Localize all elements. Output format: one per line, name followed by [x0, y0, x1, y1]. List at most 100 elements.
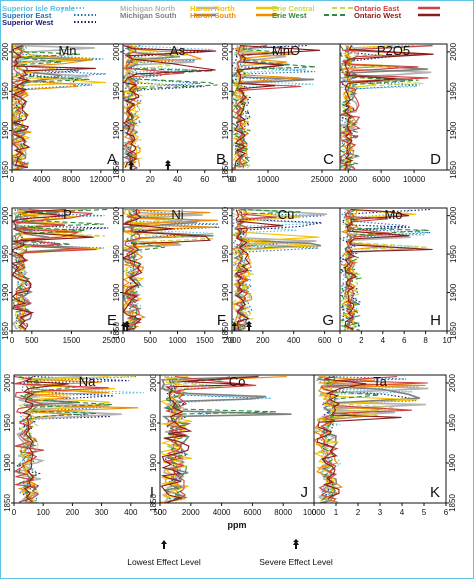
y-tick-label: 1950 [449, 82, 458, 100]
series-line [12, 45, 29, 170]
series-line [14, 376, 109, 503]
legend-label: Ontario East [354, 4, 400, 13]
series-line [16, 376, 136, 503]
series-line [237, 208, 301, 331]
x-tick-label: 2000 [182, 508, 200, 517]
series-group [14, 375, 145, 503]
x-tick-label: 10000 [257, 175, 280, 184]
series-group [160, 375, 292, 503]
series-line [314, 376, 420, 500]
y-tick-label: 2000 [221, 42, 230, 60]
legend-entry: Huron North [190, 4, 278, 13]
y-tick-label: 1950 [3, 414, 12, 432]
lowest-effect-marker [128, 161, 135, 170]
series-line [316, 376, 402, 500]
x-tick-label: 4 [381, 336, 386, 345]
x-tick-label: 1500 [63, 336, 81, 345]
x-tick-label: 8000 [274, 508, 292, 517]
y-tick-label: 1950 [221, 82, 230, 100]
panel-title: Mn [58, 43, 76, 58]
x-tick-label: 2500 [102, 336, 120, 345]
plot-frame [339, 207, 448, 332]
legend-label: Huron South [190, 11, 236, 20]
x-tick-label: 0 [158, 508, 163, 517]
series-line [319, 376, 380, 502]
y-tick-label: 1900 [3, 454, 12, 472]
panel-letter: K [430, 484, 440, 501]
x-tick-label: 4000 [213, 508, 231, 517]
panel-letter: H [430, 312, 441, 329]
y-tick-label: 1900 [1, 283, 10, 301]
y-tick-label: 2000 [449, 206, 458, 224]
y-tick-label: 1850 [449, 161, 458, 179]
x-tick-label: 0 [10, 336, 15, 345]
y-tick-label: 1950 [221, 245, 230, 263]
series-line [233, 45, 320, 170]
y-tick-label: 2000 [448, 374, 457, 392]
series-line [160, 376, 258, 503]
effect-level-legend: Lowest Effect Level Severe Effect Level [127, 539, 333, 567]
series-line [345, 209, 392, 329]
legend-entry: Superior Isle Royale [2, 4, 84, 13]
x-tick-label: 200 [66, 508, 80, 517]
x-tick-label: 2 [356, 508, 361, 517]
x-tick-label: 20 [146, 175, 155, 184]
series-line [123, 209, 142, 330]
series-line [162, 376, 277, 502]
panel-letter: C [323, 151, 334, 168]
legend-entry: Erie Central [272, 4, 354, 13]
y-tick-label: 1950 [112, 82, 121, 100]
y-tick-label: 1900 [149, 454, 158, 472]
y-tick-label: 1900 [221, 283, 230, 301]
series-line [318, 376, 428, 502]
legend-entry: Erie West [272, 11, 346, 20]
legend-label: Michigan North [120, 4, 176, 13]
legend-entry: Michigan South [120, 11, 216, 20]
y-tick-label: 2000 [112, 42, 121, 60]
series-group [12, 44, 107, 170]
series-line [340, 45, 433, 170]
x-tick-label: 2000 [339, 175, 357, 184]
x-tick-label: 0 [230, 175, 235, 184]
y-tick-label: 1900 [221, 121, 230, 139]
panel-letter: B [216, 151, 226, 168]
legend-label: Superior Isle Royale [2, 4, 75, 13]
panel-title: Ni [171, 207, 183, 222]
lowest-effect-marker [231, 322, 238, 331]
series-group [123, 44, 218, 170]
legend-entry: Superior West [2, 18, 96, 27]
x-tick-label: 1000 [169, 336, 187, 345]
y-tick-label: 1950 [1, 245, 10, 263]
plot-frame [339, 43, 448, 171]
x-tick-label: 60 [200, 175, 209, 184]
x-tick-label: 6 [444, 508, 449, 517]
panel-letter: G [322, 312, 334, 329]
x-tick-label: 600 [318, 336, 332, 345]
legend-label: Michigan South [120, 11, 177, 20]
y-tick-label: 1950 [112, 245, 121, 263]
x-tick-label: 400 [124, 508, 138, 517]
x-tick-label: 0 [338, 336, 343, 345]
series-group [123, 208, 220, 331]
panel-letter: J [301, 484, 309, 501]
series-line [234, 209, 284, 331]
series-line [14, 376, 112, 502]
x-tick-label: 5 [422, 508, 427, 517]
series-line [14, 375, 122, 503]
y-tick-label: 1850 [221, 322, 230, 340]
y-tick-label: 1950 [1, 82, 10, 100]
legend-label: Huron North [190, 4, 235, 13]
legend-label: Ontario West [354, 11, 402, 20]
x-tick-label: 10000 [403, 175, 426, 184]
x-tick-label: 400 [287, 336, 301, 345]
series-line [322, 376, 399, 503]
panel-title: P2O5 [377, 43, 410, 58]
legend-entry: Michigan North [120, 4, 218, 13]
panel-title: Co [229, 374, 246, 389]
legend-label: Erie Central [272, 4, 315, 13]
